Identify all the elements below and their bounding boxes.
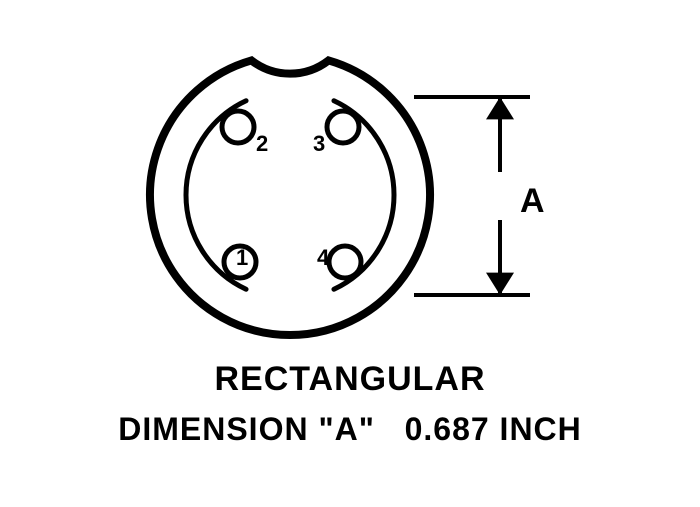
pin-label-1: 1 <box>236 245 248 271</box>
caption-dimension-value: 0.687 INCH <box>405 411 582 447</box>
caption-dimension-prefix: DIMENSION "A" <box>118 411 375 447</box>
pin-label-3: 3 <box>313 131 325 157</box>
connector-diagram <box>0 0 700 380</box>
caption-line2: DIMENSION "A" 0.687 INCH <box>0 411 700 448</box>
pin-label-2: 2 <box>256 131 268 157</box>
caption-line1: RECTANGULAR <box>0 360 700 399</box>
caption-block: RECTANGULAR DIMENSION "A" 0.687 INCH <box>0 360 700 448</box>
pin-label-4: 4 <box>317 245 329 271</box>
dimension-letter: A <box>520 182 545 221</box>
